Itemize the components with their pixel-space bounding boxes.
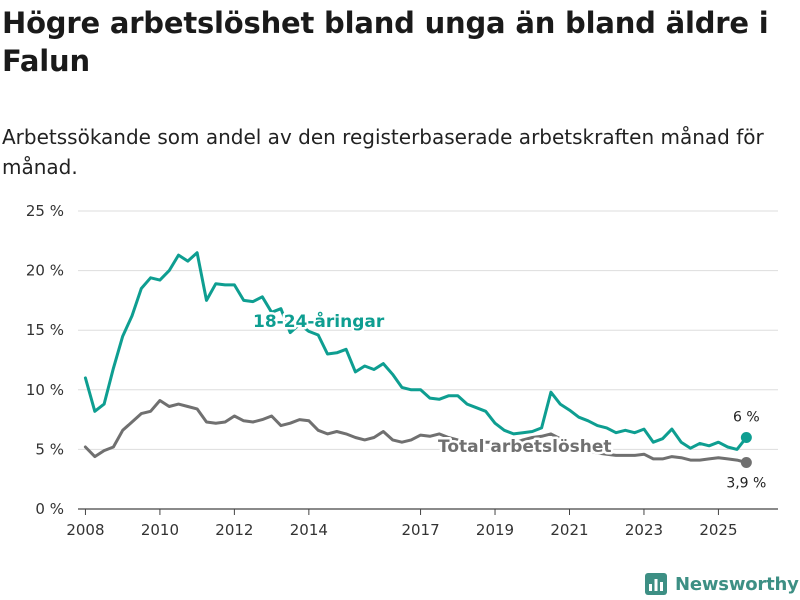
axis-layer: 0 % 5 % 10 % 15 % 20 % 25 % 2008 2010 2012 2014 20… [26, 202, 738, 539]
x-tick-label: 2012 [215, 521, 253, 539]
y-tick-label: 15 % [26, 321, 64, 339]
x-tick-label: 2010 [141, 521, 179, 539]
y-tick-label: 0 % [35, 500, 64, 518]
x-tick-label: 2008 [66, 521, 104, 539]
x-tick-label: 2021 [550, 521, 588, 539]
bar-chart-logo-icon [645, 573, 667, 595]
end-point-total [740, 457, 752, 469]
series-label-youth: 18-24-åringar [253, 310, 385, 332]
series-label-total-halo: Total arbetslöshet [438, 437, 612, 457]
x-tick-label: 2014 [290, 521, 328, 539]
end-point-youth [740, 431, 752, 443]
series-line-total [83, 399, 748, 464]
x-tick-label: 2023 [625, 521, 663, 539]
grid-layer [78, 210, 778, 510]
x-tick-label: 2025 [699, 521, 737, 539]
series-line-youth [83, 251, 748, 451]
chart-subtitle: Arbetssökande som andel av den registerb… [2, 125, 764, 179]
y-tick-label: 25 % [26, 202, 64, 220]
end-label-total: 3,9 % [726, 476, 766, 492]
y-tick-label: 10 % [26, 381, 64, 399]
brand-logo[interactable]: Newsworthy [645, 571, 799, 597]
series-layer [83, 251, 752, 469]
brand-name: Newsworthy [675, 573, 799, 595]
x-tick-label: 2019 [476, 521, 514, 539]
y-tick-label: 20 % [26, 262, 64, 280]
end-label-youth: 6 % [733, 409, 760, 425]
chart-title: Högre arbetslöshet bland unga än bland ä… [2, 6, 769, 78]
y-tick-label: 5 % [35, 440, 64, 458]
x-tick-label: 2017 [401, 521, 439, 539]
series-label-youth-halo: 18-24-åringar [253, 310, 385, 332]
series-label-total: Total arbetslöshet [438, 437, 612, 457]
